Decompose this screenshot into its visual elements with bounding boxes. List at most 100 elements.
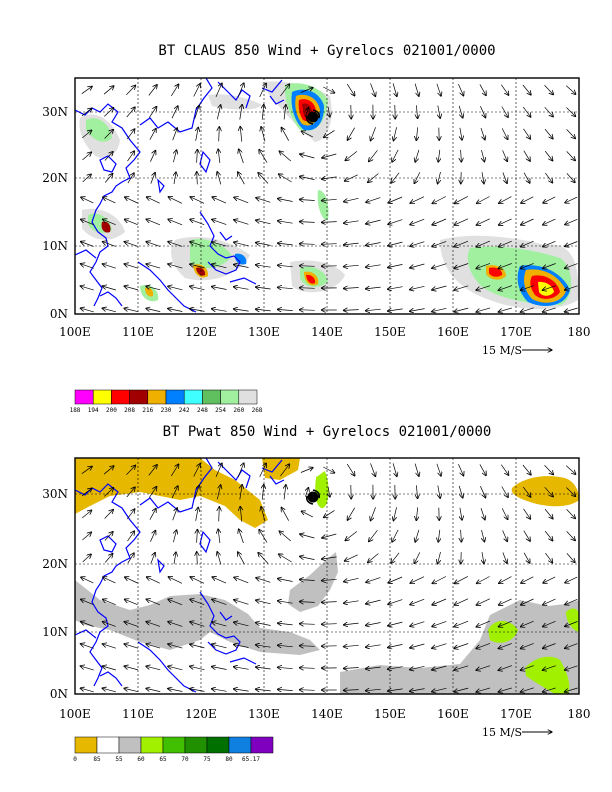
- wind-vector: [212, 644, 227, 649]
- wind-vector: [414, 463, 419, 477]
- pwat-region: [288, 552, 338, 612]
- panel-1: BT CLAUS 850 Wind + Gyrelocs 021001/0000: [42, 43, 590, 414]
- wind-vector: [146, 599, 161, 606]
- wind-vector: [146, 219, 161, 226]
- wind-vector: [104, 554, 113, 563]
- wind-vector: [299, 222, 315, 223]
- wind-vector: [300, 534, 315, 539]
- colorbar-label: 80: [225, 756, 233, 763]
- wind-vector: [345, 151, 358, 160]
- wind-vector: [438, 485, 440, 499]
- wind-vector: [277, 667, 293, 668]
- wind-vector: [365, 622, 381, 626]
- wind-vector: [150, 150, 155, 162]
- wind-vector: [306, 107, 309, 117]
- colorbar-label: 242: [179, 407, 190, 414]
- wind-vector: [80, 264, 94, 269]
- wind-vector: [280, 84, 289, 97]
- wind-vector: [520, 285, 534, 291]
- wind-vector: [127, 531, 135, 542]
- wind-vector: [234, 645, 249, 648]
- wind-vector: [520, 307, 534, 312]
- wind-vector: [365, 645, 381, 647]
- pwat-region: [262, 458, 300, 480]
- wind-vector: [127, 151, 135, 162]
- wind-vector: [300, 468, 313, 473]
- wind-vector: [521, 576, 534, 583]
- wind-vector: [565, 643, 578, 649]
- wind-vector: [345, 531, 358, 540]
- wind-vector: [343, 668, 359, 669]
- wind-vector: [324, 130, 335, 137]
- wind-vector: [543, 240, 556, 246]
- wind-vector: [542, 687, 556, 692]
- cloud-core: [489, 267, 503, 277]
- wind-vector: [343, 221, 359, 223]
- wind-vector: [321, 177, 337, 179]
- wind-vector: [544, 106, 554, 117]
- wind-vector: [393, 507, 397, 521]
- wind-vector: [432, 196, 447, 204]
- x-tick-label: 140E: [311, 325, 343, 339]
- wind-vector: [168, 577, 183, 584]
- wind-vector: [197, 172, 198, 185]
- wind-vector: [564, 665, 578, 670]
- colorbar-swatch: [92, 389, 112, 405]
- wind-vector: [565, 576, 578, 583]
- wind-vector: [80, 622, 94, 627]
- wind-vector: [258, 173, 269, 184]
- wind-vector: [299, 310, 315, 311]
- wind-vector: [566, 107, 575, 117]
- wind-vector: [168, 689, 183, 692]
- wind-vector: [193, 464, 201, 477]
- wind-vector: [542, 263, 556, 269]
- wind-vector: [344, 174, 358, 181]
- wind-vector: [281, 507, 290, 521]
- wind-vector: [343, 601, 359, 603]
- wind-vector: [277, 243, 293, 245]
- pwat-region: [75, 458, 268, 528]
- wind-vector: [476, 598, 490, 605]
- x-tick-label: 130E: [248, 325, 280, 339]
- wind-vector: [300, 556, 315, 560]
- wind-vector: [300, 88, 313, 93]
- wind-vector: [301, 131, 313, 138]
- pwat-region: [525, 656, 570, 694]
- wind-vector: [150, 172, 155, 184]
- wind-vector: [565, 241, 578, 247]
- coastlines: [75, 78, 285, 313]
- wind-vector: [410, 263, 425, 268]
- x-tick-label: 160E: [437, 707, 469, 721]
- wind-vector: [454, 665, 469, 670]
- wind-vector: [543, 196, 556, 203]
- wind-vector: [149, 106, 156, 118]
- reference-vector-label: 15 M/S: [482, 344, 522, 357]
- wind-vector: [233, 287, 249, 290]
- x-tick-label: 170E: [500, 707, 532, 721]
- wind-vector: [196, 127, 199, 141]
- wind-vectors: [80, 83, 578, 312]
- wind-vector: [82, 554, 92, 563]
- wind-vector: [262, 104, 264, 120]
- wind-vector: [388, 196, 403, 203]
- wind-vector: [543, 620, 556, 626]
- wind-vector: [502, 530, 508, 541]
- cloud-region: [317, 190, 329, 221]
- panel-1-colorbar: 188 194 200 208 216 230 242 248 254 260 268: [70, 389, 263, 414]
- colorbar-label: 254: [215, 407, 226, 414]
- wind-vector: [299, 690, 315, 691]
- wind-vector: [502, 172, 507, 184]
- wind-vector: [258, 553, 269, 564]
- wind-vector: [103, 577, 116, 584]
- wind-vector: [392, 463, 397, 476]
- wind-vector: [306, 487, 309, 497]
- wind-vector: [277, 309, 293, 310]
- wind-vector: [343, 288, 359, 289]
- wind-vector: [262, 484, 264, 500]
- wind-vector: [212, 577, 227, 584]
- wind-vector: [233, 689, 249, 691]
- colorbar-label: 194: [88, 407, 99, 414]
- y-tick-label: 0N: [50, 307, 68, 321]
- wind-vector: [499, 196, 512, 204]
- colorbar-label: 230: [161, 407, 172, 414]
